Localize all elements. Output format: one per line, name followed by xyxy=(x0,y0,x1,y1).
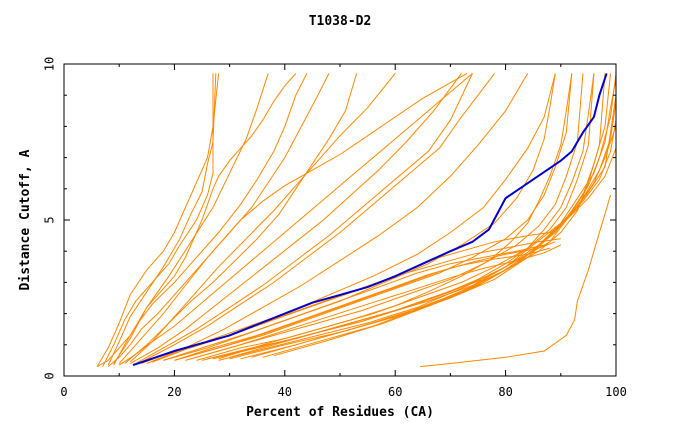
series-line-4 xyxy=(113,73,269,364)
chart-title: T1038-D2 xyxy=(308,14,372,29)
series-line-5 xyxy=(113,73,308,366)
x-tick-label: 40 xyxy=(278,385,292,399)
y-tick-label: 0 xyxy=(43,372,57,379)
x-tick-label: 60 xyxy=(388,385,402,399)
series-line-16 xyxy=(185,73,584,361)
series-line-35 xyxy=(118,73,473,366)
series-line-36 xyxy=(419,194,611,368)
series-line-11 xyxy=(141,73,495,363)
series-line-31 xyxy=(179,241,556,360)
series-line-9 xyxy=(129,73,462,364)
series-line-37 xyxy=(218,73,573,360)
series-line-33 xyxy=(96,73,297,368)
series-line-3 xyxy=(107,73,217,366)
series-line-15 xyxy=(174,73,573,361)
series-line-25 xyxy=(262,120,617,358)
x-tick-label: 80 xyxy=(498,385,512,399)
series-line-24 xyxy=(251,126,617,358)
series-layer xyxy=(96,72,617,368)
x-tick-label: 100 xyxy=(605,385,627,399)
plot-frame xyxy=(63,63,617,377)
series-line-20 xyxy=(212,73,617,360)
series-line-30 xyxy=(174,247,550,361)
series-line-34 xyxy=(107,72,468,367)
series-line-2 xyxy=(102,73,214,367)
series-line-13 xyxy=(152,73,556,363)
series-line-1 xyxy=(96,73,220,367)
highlight-series-line xyxy=(132,73,608,367)
highlight-layer xyxy=(132,73,608,367)
y-tick-label: 10 xyxy=(43,57,57,71)
series-line-32 xyxy=(190,244,562,360)
x-axis-label: Percent of Residues (CA) xyxy=(246,405,434,420)
series-line-10 xyxy=(135,73,473,364)
axis-layer: 0 20 40 60 80 100 0 5 10 xyxy=(43,57,627,399)
series-line-8 xyxy=(129,73,396,363)
y-tick-label: 5 xyxy=(43,216,57,223)
x-tick-label: 0 xyxy=(60,385,67,399)
series-line-38 xyxy=(229,73,595,358)
series-line-26 xyxy=(273,148,617,357)
x-tick-label: 20 xyxy=(167,385,181,399)
series-line-12 xyxy=(146,73,529,364)
